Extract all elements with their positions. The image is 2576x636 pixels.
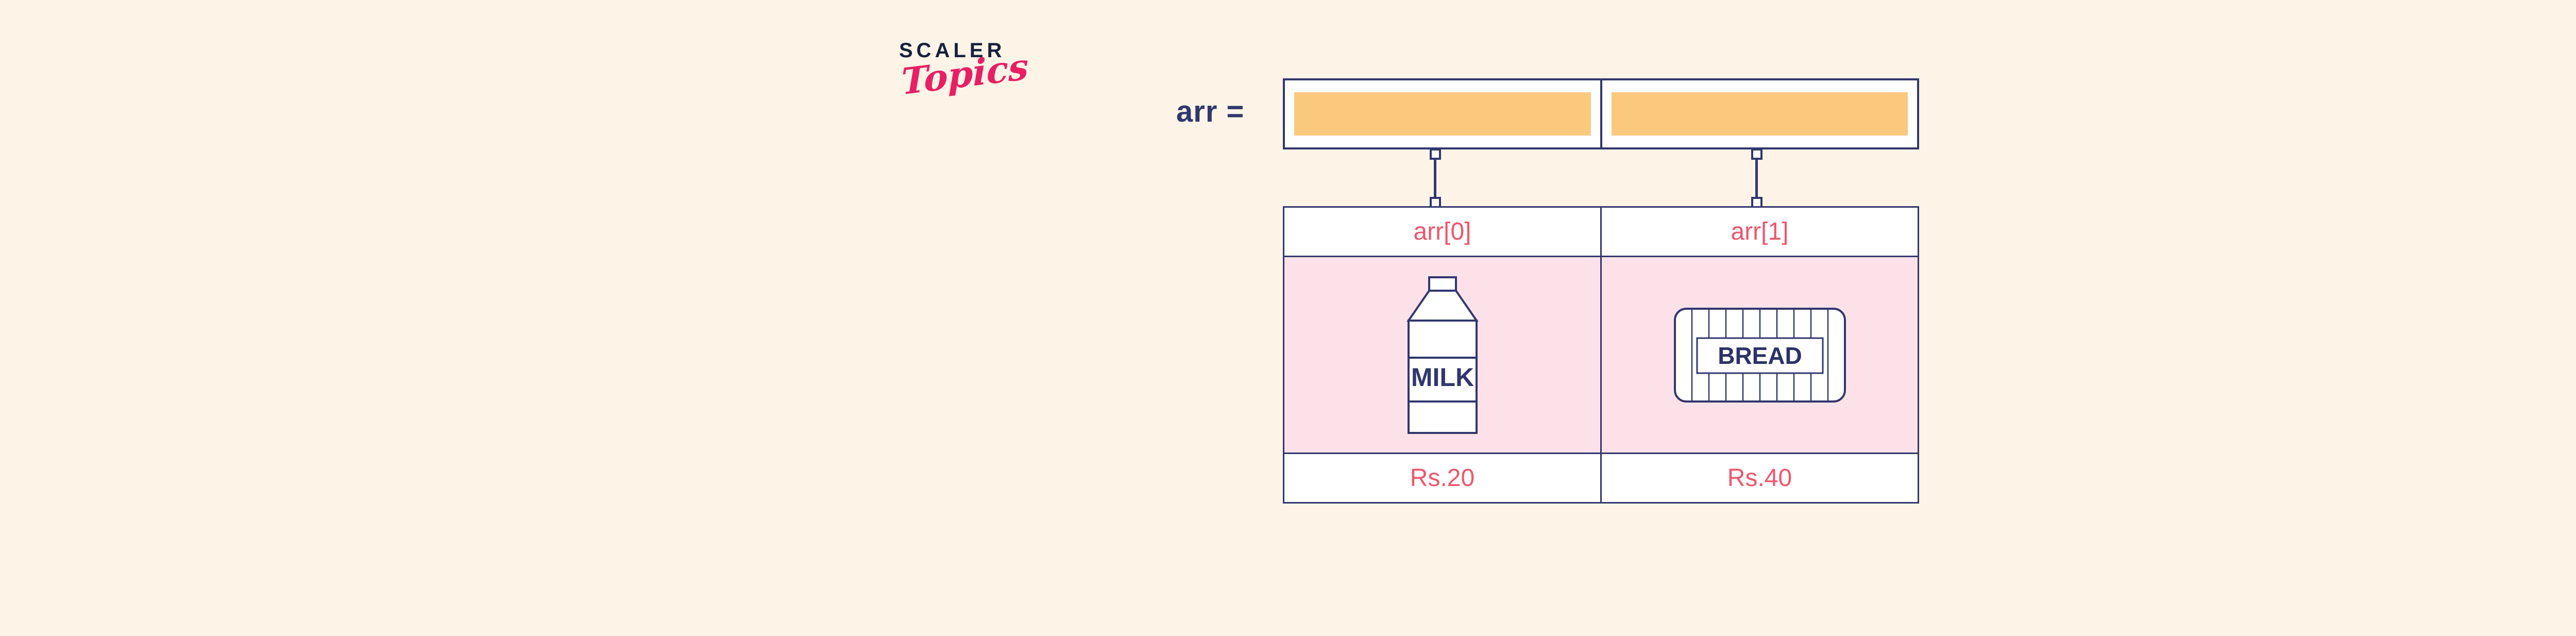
array-values-table: arr[0] arr[1] MILK	[1283, 206, 1919, 504]
cell-index-label-1: arr[1]	[1600, 206, 1919, 257]
cell-price-1: Rs.40	[1600, 453, 1919, 504]
cell-item-image-1: BREAD	[1600, 256, 1919, 454]
connector-top-pin-icon	[1751, 148, 1762, 160]
array-cell-1	[1601, 78, 1919, 149]
array-cell-1-fill	[1611, 92, 1908, 136]
array-variable-label: arr =	[1176, 95, 1245, 128]
connector-top-pin-icon	[1430, 148, 1441, 160]
table-row-prices: Rs.20 Rs.40	[1283, 453, 1919, 504]
cell-item-image-0: MILK	[1283, 256, 1602, 454]
connector-arr-0	[1430, 148, 1441, 208]
milk-carton-icon: MILK	[1406, 276, 1479, 434]
connector-line-icon	[1755, 159, 1758, 199]
bread-package-icon: BREAD	[1673, 307, 1846, 403]
table-row-index-labels: arr[0] arr[1]	[1283, 206, 1919, 257]
milk-art-wrapper: MILK	[1284, 257, 1600, 453]
array-cell-0	[1283, 78, 1601, 149]
table-row-item-images: MILK	[1283, 256, 1919, 454]
cell-index-label-0: arr[0]	[1283, 206, 1602, 257]
logo-scaler-text: SCALER	[899, 39, 1006, 62]
cell-price-0: Rs.20	[1283, 453, 1602, 504]
bread-art-wrapper: BREAD	[1602, 257, 1918, 453]
milk-label-text: MILK	[1411, 363, 1473, 392]
scaler-topics-logo: SCALER Topics	[899, 39, 1029, 123]
array-cell-0-fill	[1294, 92, 1591, 136]
array-box	[1283, 78, 1919, 149]
connector-arr-1	[1751, 148, 1762, 208]
connector-line-icon	[1434, 159, 1436, 199]
bread-label-text: BREAD	[1718, 342, 1802, 369]
